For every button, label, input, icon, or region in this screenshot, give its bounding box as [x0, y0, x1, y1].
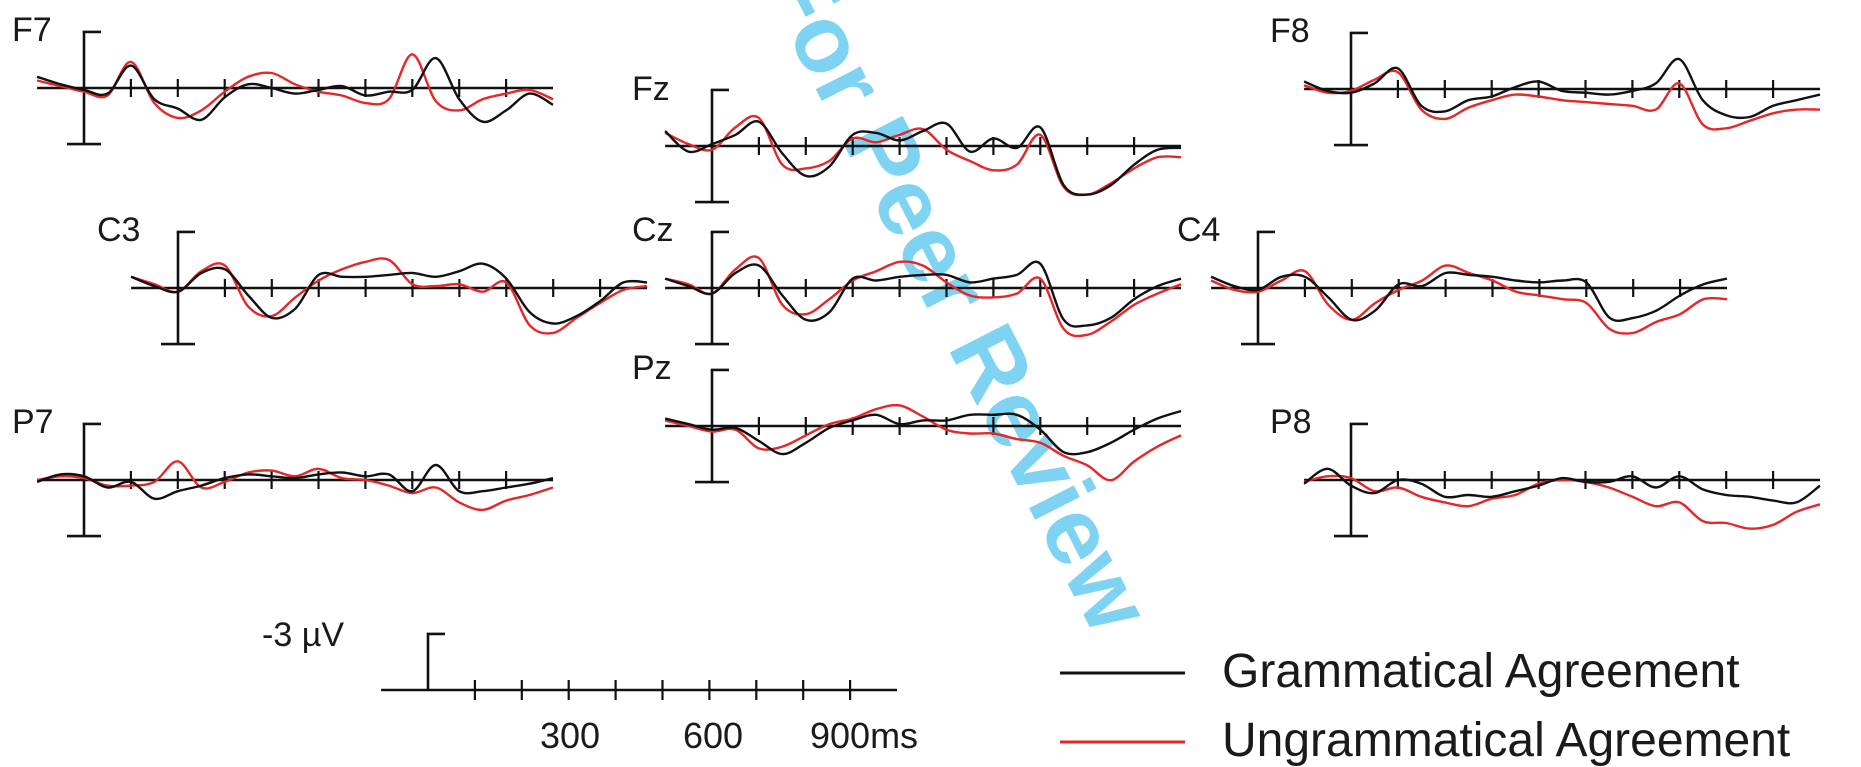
calibration-scale: -3 µV 300 600 900ms [262, 616, 918, 756]
channel-panel-fz: Fz [632, 70, 1182, 204]
waveform-grammatical-pz [664, 409, 1182, 456]
waveform-ungrammatical-f8 [1303, 69, 1821, 131]
channel-label-cz: Cz [632, 211, 674, 249]
channel-label-c4: C4 [1177, 211, 1220, 249]
channel-label-fz: Fz [632, 70, 670, 108]
channel-label-pz: Pz [632, 349, 672, 387]
waveform-grammatical-p7 [36, 463, 554, 501]
channel-panel-c3: C3 [97, 211, 648, 346]
waveform-grammatical-f7 [36, 56, 554, 124]
channel-panels: F7 Fz F8 C3 Cz C4 P7 Pz P8 [12, 11, 1821, 538]
scale-axis [381, 632, 897, 700]
channel-label-p8: P8 [1270, 403, 1312, 441]
scale-tick-label-600: 600 [683, 715, 743, 756]
waveform-grammatical-p8 [1303, 467, 1821, 505]
waveform-ungrammatical-p7 [36, 460, 554, 512]
waveform-ungrammatical-c3 [130, 257, 648, 335]
scale-tick-label-900: 900ms [810, 715, 918, 756]
scale-tick-label-300: 300 [540, 715, 600, 756]
channel-label-c3: C3 [97, 211, 140, 249]
waveform-ungrammatical-cz [664, 255, 1182, 338]
channel-panel-p7: P7 [12, 403, 554, 538]
channel-panel-p8: P8 [1270, 403, 1821, 538]
waveform-grammatical-f8 [1303, 57, 1821, 120]
legend-label-ungrammatical: Ungrammatical Agreement [1222, 714, 1790, 767]
channel-panel-pz: Pz [632, 349, 1182, 484]
channel-panel-f8: F8 [1270, 12, 1821, 147]
channel-label-f8: F8 [1270, 12, 1310, 50]
waveform-grammatical-c4 [1210, 271, 1728, 323]
channel-label-p7: P7 [12, 403, 54, 441]
waveform-ungrammatical-pz [664, 403, 1182, 482]
channel-panel-cz: Cz [632, 211, 1182, 346]
legend-label-grammatical: Grammatical Agreement [1222, 645, 1740, 698]
channel-label-f7: F7 [12, 11, 52, 49]
waveform-ungrammatical-c4 [1210, 264, 1728, 335]
waveform-grammatical-cz [664, 260, 1182, 328]
legend: Grammatical Agreement Ungrammatical Agre… [1060, 645, 1790, 767]
waveform-ungrammatical-p8 [1303, 474, 1821, 530]
amplitude-scale-label: -3 µV [262, 616, 344, 654]
waveform-grammatical-c3 [130, 262, 648, 325]
channel-panel-f7: F7 [12, 11, 554, 146]
waveform-grammatical-fz [664, 120, 1182, 196]
channel-panel-c4: C4 [1177, 211, 1728, 346]
